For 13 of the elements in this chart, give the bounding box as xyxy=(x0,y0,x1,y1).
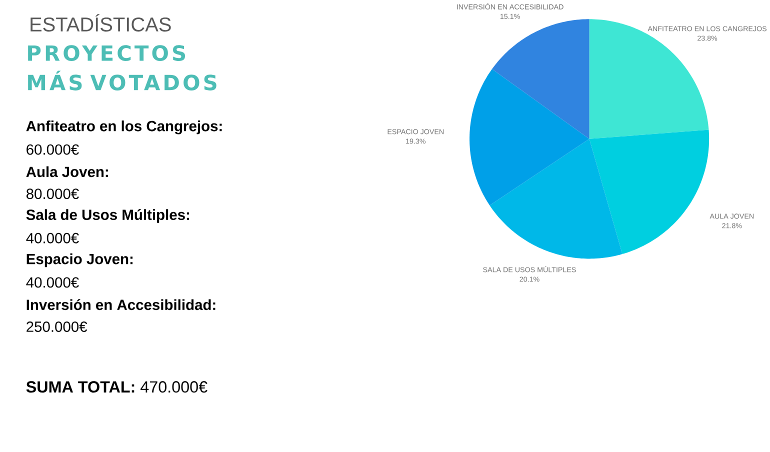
text: Anfiteatro en los Cangrejos: xyxy=(26,120,222,135)
text: Inversión en Accesibilidad: xyxy=(26,299,216,310)
text: Espacio Joven: xyxy=(26,254,133,268)
text: 40.000€ xyxy=(26,233,79,244)
text: SUMA TOTAL: 470.000€ xyxy=(26,381,208,393)
text: Aula Joven: xyxy=(26,166,108,178)
text: 80.000€ xyxy=(26,188,79,200)
text: ESTADÍSTICAS xyxy=(30,14,171,32)
text: 40.000€ xyxy=(26,277,79,288)
text: 60.000€ xyxy=(26,144,79,155)
text: Sala de Usos Múltiples: xyxy=(26,209,190,224)
text: 250.000€ xyxy=(26,322,88,332)
text: PROYECTOS MÁS VOTADOS xyxy=(28,45,216,91)
